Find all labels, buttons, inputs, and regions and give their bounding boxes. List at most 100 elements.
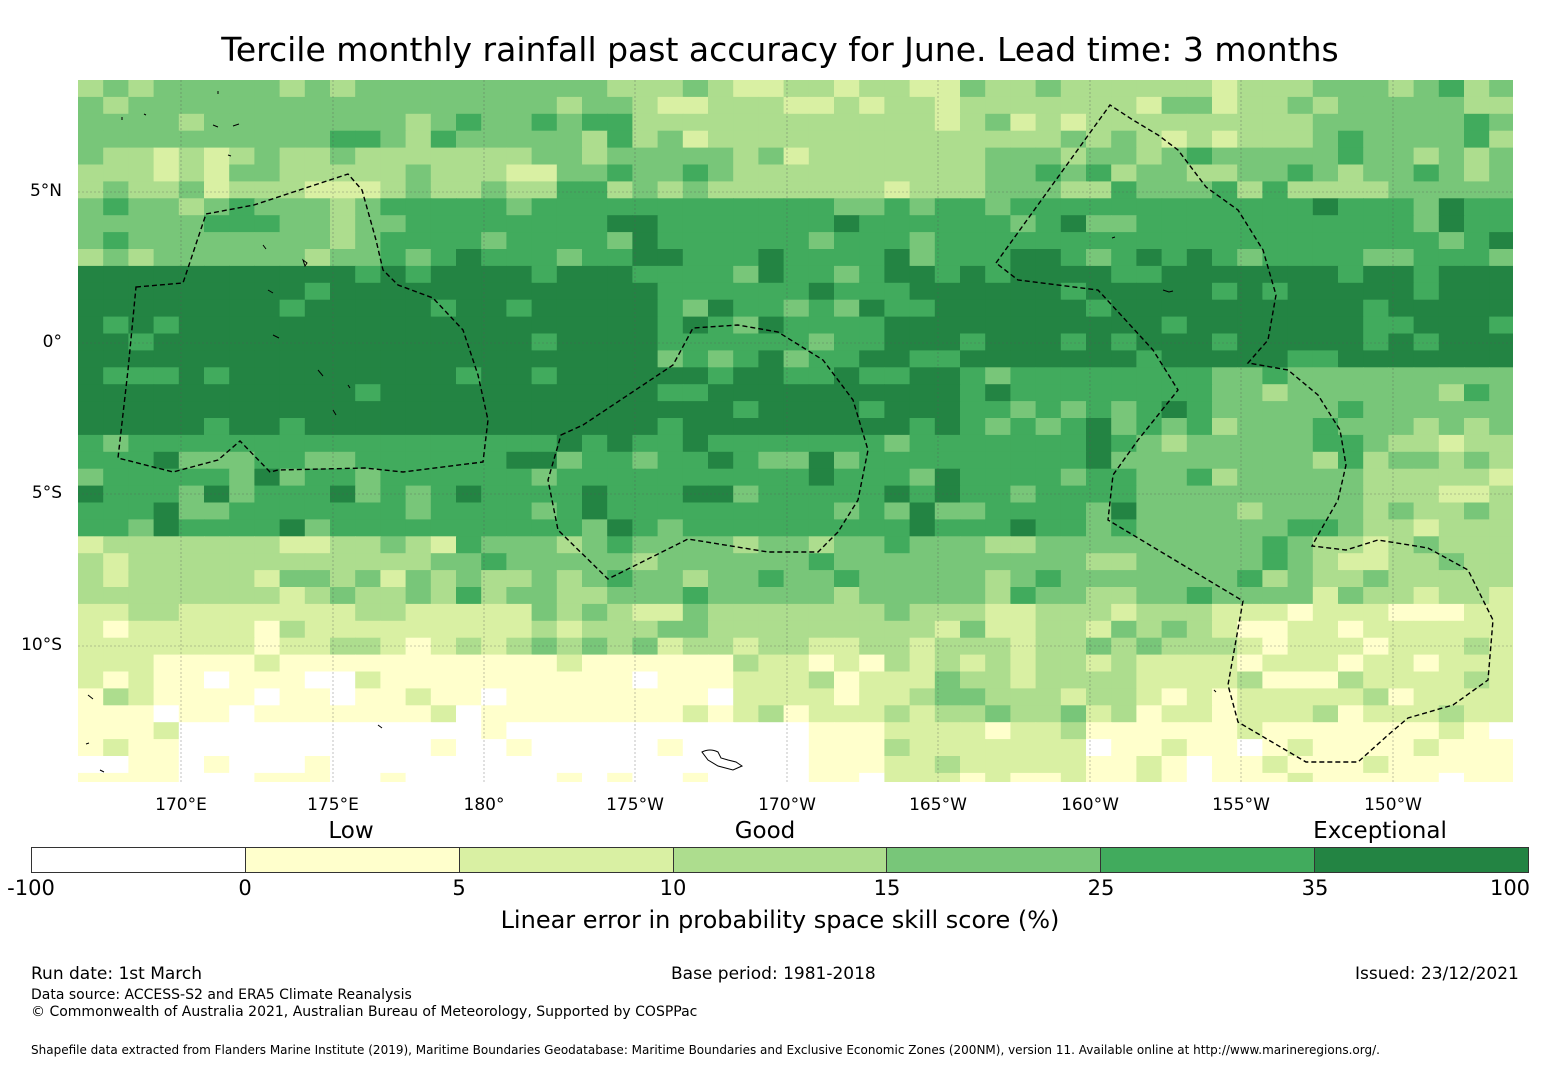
skill-cell — [1489, 350, 1513, 368]
skill-cell — [909, 502, 936, 520]
skill-cell — [128, 147, 155, 166]
skill-cell — [531, 316, 558, 335]
islands — [85, 91, 1217, 773]
skill-cell — [103, 434, 129, 453]
skill-cell — [456, 553, 482, 571]
skill-cell — [1086, 654, 1112, 673]
skill-cell — [153, 181, 180, 199]
skill-cell — [405, 265, 432, 284]
skill-cell — [380, 367, 407, 385]
skill-cell — [1010, 519, 1037, 537]
skill-cell — [254, 299, 281, 318]
skill-cell — [582, 434, 608, 453]
skill-cell — [960, 418, 986, 436]
skill-cell — [834, 367, 860, 385]
skill-cell — [1489, 485, 1513, 504]
skill-cell — [1161, 468, 1188, 487]
skill-cell — [330, 654, 356, 673]
skill-cell — [153, 282, 180, 301]
skill-cell — [1489, 434, 1513, 453]
skill-cell — [682, 265, 709, 284]
skill-cell — [1111, 587, 1137, 605]
skill-cell — [153, 401, 180, 419]
skill-cell — [1464, 164, 1490, 182]
skill-cell — [430, 722, 457, 740]
skill-cell — [1237, 434, 1263, 453]
skill-cell — [1438, 772, 1465, 782]
skill-cell — [733, 418, 759, 436]
skill-cell — [1388, 671, 1415, 689]
skill-cell — [380, 96, 407, 115]
skill-cell — [380, 80, 407, 98]
skill-cell — [1186, 367, 1213, 385]
skill-cell — [859, 215, 885, 233]
skill-cell — [960, 587, 986, 605]
skill-cell — [1111, 468, 1137, 487]
skill-cell — [1010, 401, 1037, 419]
colorbar-segment — [1101, 848, 1316, 872]
skill-cell — [1312, 367, 1339, 385]
skill-cell — [960, 282, 986, 301]
skill-cell — [1060, 367, 1087, 385]
skill-cell — [582, 756, 608, 774]
skill-cell — [657, 96, 684, 115]
skill-cell — [304, 553, 331, 571]
skill-cell — [506, 350, 533, 368]
skill-cell — [430, 603, 457, 622]
skill-cell — [456, 468, 482, 487]
skill-cell — [1338, 215, 1364, 233]
skill-cell — [1464, 519, 1490, 537]
skill-cell — [1086, 739, 1112, 757]
skill-cell — [1186, 215, 1213, 233]
skill-cell — [355, 722, 381, 740]
skill-cell — [960, 502, 986, 520]
skill-cell — [178, 570, 205, 588]
skill-cell — [783, 147, 810, 166]
skill-cell — [153, 113, 180, 132]
skill-cell — [204, 147, 230, 166]
skill-cell — [380, 587, 407, 605]
skill-cell — [1363, 637, 1389, 656]
skill-cell — [1262, 519, 1289, 537]
skill-cell — [78, 570, 104, 588]
skill-cell — [632, 620, 659, 639]
skill-cell — [556, 603, 583, 622]
skill-cell — [405, 113, 432, 132]
skill-cell — [758, 671, 785, 689]
skill-cell — [481, 113, 507, 132]
skill-cell — [682, 418, 709, 436]
skill-cell — [708, 164, 734, 182]
skill-cell — [531, 198, 558, 216]
skill-cell — [1438, 282, 1465, 301]
skill-cell — [1136, 603, 1163, 622]
skill-cell — [204, 637, 230, 656]
skill-cell — [103, 249, 129, 267]
skill-cell — [1287, 739, 1314, 757]
skill-cell — [758, 80, 785, 98]
skill-cell — [934, 519, 961, 537]
skill-cell — [1489, 536, 1513, 554]
skill-cell — [1010, 350, 1037, 368]
skill-cell — [355, 756, 381, 774]
skill-cell — [178, 282, 205, 301]
skill-cell — [934, 113, 961, 132]
skill-cell — [1212, 570, 1238, 588]
skill-cell — [708, 80, 734, 98]
skill-cell — [708, 739, 734, 757]
skill-cell — [1136, 739, 1163, 757]
skill-cell — [607, 384, 633, 402]
skill-cell — [733, 282, 759, 301]
skill-cell — [78, 350, 104, 368]
skill-cell — [506, 113, 533, 132]
skill-cell — [1010, 113, 1037, 132]
skill-cell — [1060, 468, 1087, 487]
skill-cell — [834, 181, 860, 199]
skill-cell — [254, 637, 281, 656]
skill-cell — [1136, 367, 1163, 385]
skill-cell — [1035, 232, 1062, 250]
skill-cell — [1464, 418, 1490, 436]
skill-cell — [430, 299, 457, 318]
skill-cell — [582, 620, 608, 639]
skill-cell — [254, 519, 281, 537]
skill-cell — [708, 282, 734, 301]
